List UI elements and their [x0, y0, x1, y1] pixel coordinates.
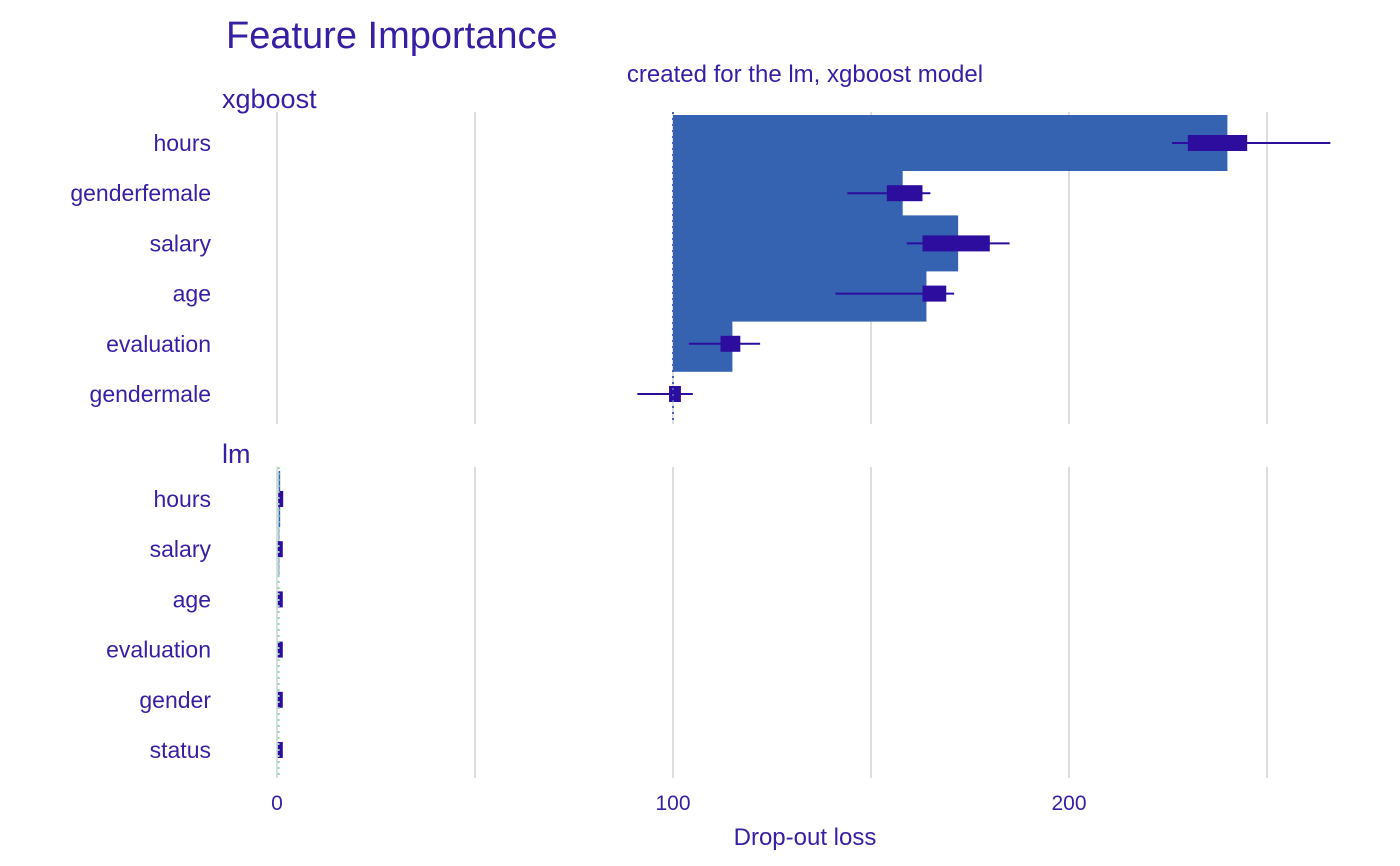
x-axis-label: Drop-out loss: [734, 824, 877, 851]
x-tick-label: 200: [1051, 792, 1086, 815]
box: [922, 285, 947, 302]
y-tick-label: evaluation: [106, 331, 211, 357]
panel-label: xgboost: [222, 84, 317, 114]
y-tick-label: genderfemale: [70, 180, 211, 206]
box: [277, 541, 283, 558]
panel-label: lm: [222, 439, 251, 469]
box: [720, 335, 741, 352]
box: [886, 185, 923, 202]
bar: [673, 115, 1228, 171]
chart-subtitle: created for the lm, xgboost model: [627, 61, 983, 88]
box: [277, 742, 283, 758]
y-tick-label: hours: [153, 130, 211, 156]
y-tick-label: age: [173, 281, 211, 307]
x-axis: 0 100 200: [271, 792, 1086, 815]
y-tick-label: hours: [153, 486, 211, 512]
chart-title: Feature Importance: [226, 15, 558, 57]
panels: xgboost hours genderfemale salary age evaluat…: [70, 84, 1331, 778]
y-tick-label: gender: [139, 687, 211, 713]
box: [277, 691, 283, 708]
box: [669, 386, 681, 402]
panel-xgboost: xgboost hours genderfemale salary age evaluat…: [70, 84, 1331, 424]
y-tick-label: gendermale: [90, 381, 211, 407]
box: [922, 235, 990, 252]
box: [277, 591, 283, 608]
y-tick-label: age: [173, 586, 211, 612]
y-tick-label: salary: [150, 536, 212, 562]
y-tick-label: status: [150, 737, 211, 763]
box: [277, 641, 283, 658]
box: [278, 491, 284, 507]
y-tick-label: salary: [150, 230, 212, 256]
y-tick-label: evaluation: [106, 637, 211, 663]
box: [1187, 135, 1248, 151]
x-tick-label: 100: [655, 792, 690, 815]
x-tick-label: 0: [271, 792, 283, 815]
